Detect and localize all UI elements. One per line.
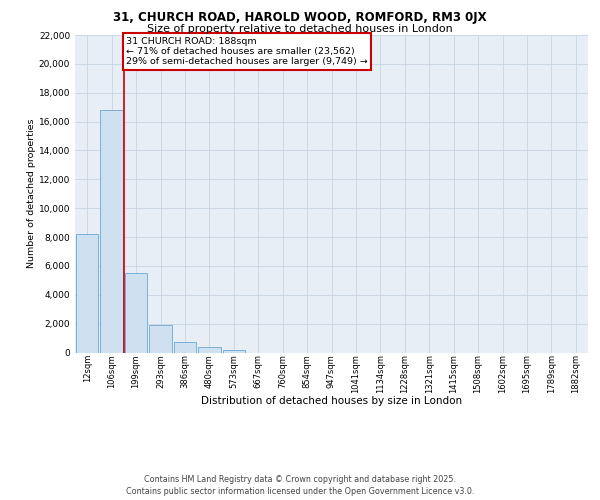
Y-axis label: Number of detached properties: Number of detached properties — [27, 119, 36, 268]
Bar — [100, 110, 123, 352]
Text: 31, CHURCH ROAD, HAROLD WOOD, ROMFORD, RM3 0JX: 31, CHURCH ROAD, HAROLD WOOD, ROMFORD, R… — [113, 11, 487, 24]
Text: Size of property relative to detached houses in London: Size of property relative to detached ho… — [147, 24, 453, 34]
Text: 31 CHURCH ROAD: 188sqm
← 71% of detached houses are smaller (23,562)
29% of semi: 31 CHURCH ROAD: 188sqm ← 71% of detached… — [127, 36, 368, 66]
X-axis label: Distribution of detached houses by size in London: Distribution of detached houses by size … — [201, 396, 462, 406]
Bar — [76, 234, 98, 352]
Bar — [223, 350, 245, 352]
Text: Contains HM Land Registry data © Crown copyright and database right 2025.
Contai: Contains HM Land Registry data © Crown c… — [126, 475, 474, 496]
Bar — [173, 342, 196, 352]
Bar — [125, 273, 148, 352]
Bar — [149, 325, 172, 352]
Bar — [198, 346, 221, 352]
